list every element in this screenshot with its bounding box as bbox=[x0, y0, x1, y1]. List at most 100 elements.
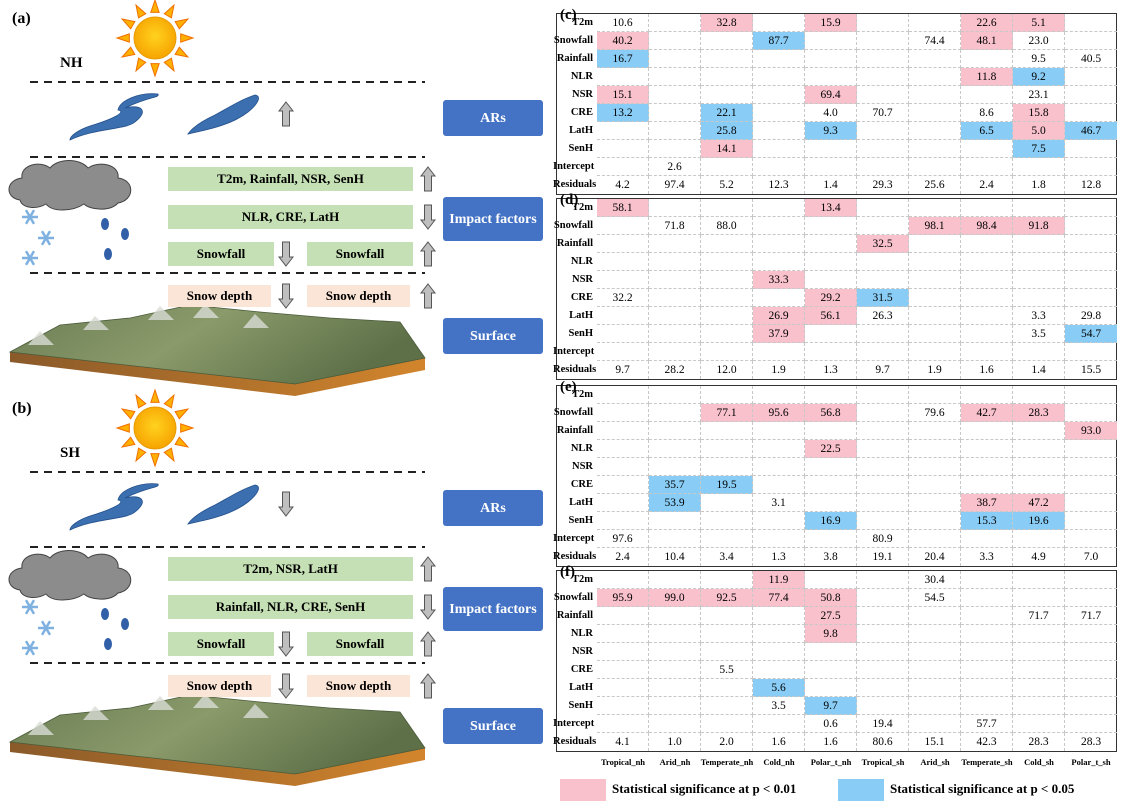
row-label: LatH bbox=[569, 125, 593, 136]
table-cell bbox=[649, 404, 701, 422]
impact-factors-box: Impact factors bbox=[443, 587, 543, 631]
table-cell: 8.6 bbox=[961, 104, 1013, 122]
arrow bbox=[419, 673, 437, 699]
table-cell bbox=[1013, 589, 1065, 607]
table-cell bbox=[597, 422, 649, 440]
table-cell: 37.9 bbox=[753, 325, 805, 343]
table-cell bbox=[857, 253, 909, 271]
table-cell: 35.7 bbox=[649, 476, 701, 494]
table-cell bbox=[909, 235, 961, 253]
table-cell bbox=[857, 271, 909, 289]
table-cell: 2.4 bbox=[961, 176, 1013, 194]
table-cell: 9.7 bbox=[857, 361, 909, 379]
row-label: Snowfall bbox=[553, 407, 593, 418]
column-label: Temperate_sh bbox=[961, 757, 1013, 767]
surface-box: Surface bbox=[443, 318, 543, 354]
table-cell bbox=[649, 199, 701, 217]
table-cell bbox=[1065, 140, 1117, 158]
table-cell bbox=[805, 343, 857, 361]
table-cell bbox=[805, 476, 857, 494]
table-cell: 40.2 bbox=[597, 32, 649, 50]
table-cell bbox=[857, 86, 909, 104]
table-cell: 80.9 bbox=[857, 530, 909, 548]
table-cell: 3.8 bbox=[805, 548, 857, 566]
row-label: NSR bbox=[571, 646, 593, 657]
row-label: CRE bbox=[570, 292, 593, 303]
column-label: Tropical_nh bbox=[600, 757, 646, 767]
raindrop bbox=[104, 638, 112, 650]
arrow bbox=[277, 241, 295, 267]
arrow bbox=[419, 204, 437, 230]
snowflake bbox=[44, 230, 52, 239]
table-cell bbox=[1065, 512, 1117, 530]
table-cell: 4.9 bbox=[1013, 548, 1065, 566]
table-cell bbox=[701, 307, 753, 325]
table-cell bbox=[701, 32, 753, 50]
table-cell: 20.4 bbox=[909, 548, 961, 566]
table-cell bbox=[701, 697, 753, 715]
atmospheric-river bbox=[69, 483, 159, 531]
table-cell: 1.6 bbox=[961, 361, 1013, 379]
snowfall-box: Snowfall bbox=[168, 242, 274, 266]
sun-ray bbox=[174, 436, 190, 448]
snow-depth-box: Snow depth bbox=[307, 675, 410, 697]
table-cell bbox=[597, 271, 649, 289]
table-cell: 30.4 bbox=[909, 571, 961, 589]
table-cell bbox=[1065, 104, 1117, 122]
table-cell: 71.7 bbox=[1013, 607, 1065, 625]
table-cell bbox=[649, 68, 701, 86]
terrain-side bbox=[10, 352, 425, 396]
column-label: Tropical_sh bbox=[861, 757, 905, 767]
table-cell: 2.4 bbox=[597, 548, 649, 566]
table-cell bbox=[857, 158, 909, 176]
table-cell: 25.6 bbox=[909, 176, 961, 194]
table-cell: 13.4 bbox=[805, 199, 857, 217]
table-cell bbox=[805, 217, 857, 235]
row-label: Rainfall bbox=[556, 425, 593, 436]
mountain bbox=[83, 706, 109, 720]
table-cell bbox=[597, 68, 649, 86]
mountain bbox=[243, 314, 269, 328]
row-label: T2m bbox=[572, 574, 593, 585]
table-cell: 1.0 bbox=[649, 733, 701, 751]
arrow bbox=[277, 101, 295, 127]
table-cell bbox=[597, 679, 649, 697]
table-cell bbox=[701, 50, 753, 68]
table-cell: 19.1 bbox=[857, 548, 909, 566]
table-cell bbox=[961, 458, 1013, 476]
table-cell bbox=[909, 476, 961, 494]
table-cell bbox=[597, 607, 649, 625]
table-cell: 9.7 bbox=[597, 361, 649, 379]
raindrop bbox=[101, 608, 109, 620]
row-label: SenH bbox=[568, 515, 593, 526]
panel-label: (c) bbox=[560, 7, 577, 23]
row-label: Intercept bbox=[553, 161, 595, 172]
row-label: Residuals bbox=[553, 551, 597, 562]
row-label: Intercept bbox=[553, 533, 595, 544]
table-cell bbox=[909, 104, 961, 122]
table-cell bbox=[1065, 440, 1117, 458]
hemisphere-label: SH bbox=[60, 445, 81, 461]
table-cell: 1.3 bbox=[805, 361, 857, 379]
column-label: Temperate_nh bbox=[700, 757, 754, 767]
table-cell: 15.8 bbox=[1013, 104, 1065, 122]
arrow bbox=[277, 491, 295, 517]
table-cell: 28.2 bbox=[649, 361, 701, 379]
table-cell: 33.3 bbox=[753, 271, 805, 289]
table-cell: 3.5 bbox=[1013, 325, 1065, 343]
arrow bbox=[419, 283, 437, 309]
table-cell bbox=[805, 530, 857, 548]
table-cell bbox=[753, 50, 805, 68]
table-cell bbox=[1065, 404, 1117, 422]
table-cell bbox=[649, 307, 701, 325]
table-cell: 5.1 bbox=[1013, 14, 1065, 32]
table-cell bbox=[597, 217, 649, 235]
row-label: SenH bbox=[568, 700, 593, 711]
table-cell: 5.0 bbox=[1013, 122, 1065, 140]
sun-ray bbox=[150, 388, 160, 403]
table-frame bbox=[556, 198, 1117, 380]
row-label: Rainfall bbox=[556, 53, 593, 64]
table-cell bbox=[909, 697, 961, 715]
table-cell bbox=[649, 289, 701, 307]
snowfall-box: Snowfall bbox=[168, 632, 274, 656]
